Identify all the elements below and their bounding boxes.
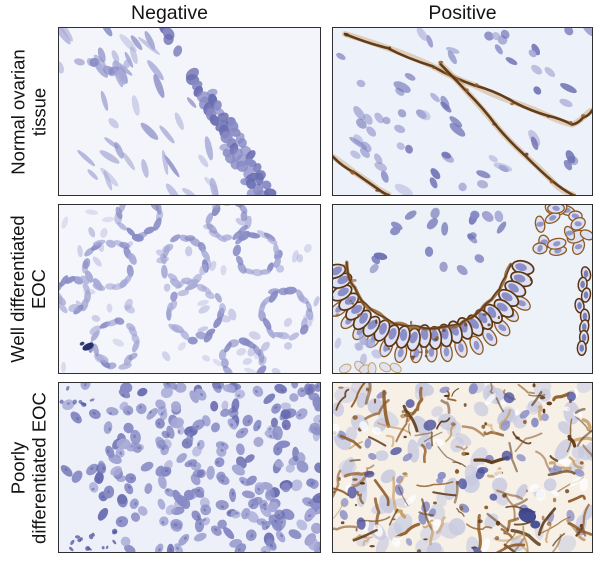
- micrograph-well-differentiated-negative: [58, 204, 321, 374]
- micrograph-poorly-differentiated-negative: [58, 382, 321, 553]
- row-label-line: Well differentiated: [7, 215, 29, 363]
- micrograph-image: [333, 205, 592, 373]
- micrograph-image: [333, 383, 592, 552]
- row-label-line: tissue: [28, 87, 49, 136]
- row-label-line: Poorly: [7, 441, 29, 494]
- column-header-positive: Positive: [428, 2, 497, 24]
- row-label-line: differentiated EOC: [28, 391, 49, 544]
- row-label-normal-ovarian-tissue: Normal ovarian tissue: [0, 27, 58, 196]
- micrograph-image: [59, 28, 277, 195]
- micrograph-poorly-differentiated-positive: [332, 382, 593, 553]
- row-label-well-differentiated-eoc: Well differentiated EOC: [0, 204, 58, 374]
- micrograph-normal-ovarian-positive: [332, 27, 593, 196]
- row-label-poorly-differentiated-eoc: Poorly differentiated EOC: [0, 382, 58, 553]
- micrograph-well-differentiated-positive: [332, 204, 593, 374]
- micrograph-image: [59, 383, 320, 552]
- row-label-line: EOC: [28, 268, 49, 310]
- column-header-negative: Negative: [131, 2, 208, 24]
- row-label-line: Normal ovarian: [7, 48, 29, 175]
- micrograph-image: [59, 205, 320, 373]
- micrograph-normal-ovarian-negative: [58, 27, 321, 196]
- micrograph-image: [333, 28, 592, 195]
